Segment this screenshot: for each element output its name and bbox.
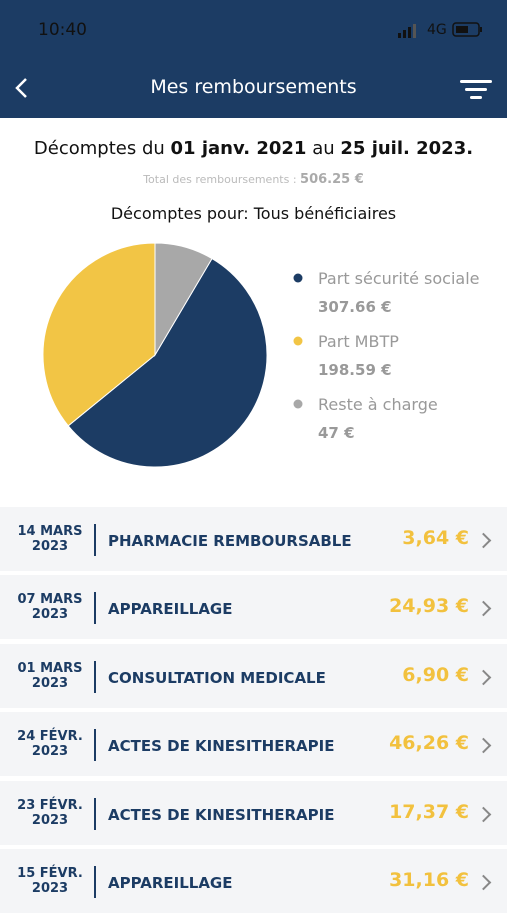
- date: 25 juil. 2023.: [340, 138, 474, 159]
- separator: [94, 592, 96, 625]
- day: 01 MARS: [17, 660, 83, 676]
- list-row[interactable]: 15 FÉVR. 2023 APPAREILLAGE 31,16 €: [0, 849, 507, 913]
- day: 14 MARS: [17, 524, 83, 539]
- list-row[interactable]: 14 MARS 2023 PHARMACIE REMBOURSABLE 3,64 €: [0, 507, 507, 571]
- period: Décomptes du 01 janv. 2021 au 25 juil. 2…: [0, 138, 507, 159]
- label: APPAREILLAGE: [108, 600, 233, 619]
- amount: 17,37 €: [389, 800, 469, 823]
- chevron: [475, 601, 492, 617]
- total-label: Total des remboursements :: [143, 173, 297, 186]
- legend-label: Part sécurité sociale: [318, 269, 479, 288]
- year: 2023: [31, 607, 69, 623]
- legend-value: 198.59 €: [318, 361, 392, 379]
- amount: 31,16 €: [389, 869, 469, 891]
- network: 4G: [427, 22, 447, 38]
- chevron: [475, 532, 492, 549]
- beneficiaries: Décomptes pour: Tous bénéficiaires: [110, 204, 397, 223]
- day: 23 FÉVR.: [17, 797, 83, 813]
- date: 01 MARS 2023: [10, 661, 90, 691]
- list-row[interactable]: 23 FÉVR. 2023 ACTES DE KINESITHERAPIE 17,37…: [0, 780, 507, 845]
- chevron: [475, 669, 492, 686]
- label: ACTES DE KINESITHERAPIE: [108, 737, 335, 756]
- legend-value: 47 €: [318, 424, 355, 442]
- day: 15 FÉVR.: [17, 866, 83, 881]
- signal-icon: [398, 24, 416, 38]
- year: 2023: [31, 539, 69, 554]
- text: au: [312, 138, 335, 159]
- pie-chart: Part sécurité sociale 307.66 € Part MBTP 19…: [42, 242, 479, 468]
- date: 23 FÉVR. 2023: [10, 798, 90, 828]
- legend-dot: [293, 273, 303, 283]
- legend-value: 307.66 €: [318, 298, 392, 316]
- back-button[interactable]: [12, 76, 34, 100]
- date: 01 janv. 2021: [170, 138, 307, 159]
- list-row[interactable]: 24 FÉVR. 2023 ACTES DE KINESITHERAPIE 46,26…: [0, 712, 507, 777]
- label: ACTES DE KINESITHERAPIE: [108, 805, 335, 824]
- day: 24 FÉVR.: [17, 729, 83, 745]
- filter-button[interactable]: [458, 78, 494, 102]
- separator: [94, 797, 96, 830]
- label: CONSULTATION MEDICALE: [108, 668, 326, 687]
- pie-slice: [42, 242, 156, 427]
- list-row[interactable]: 01 MARS 2023 CONSULTATION MEDICALE 6,90 €: [0, 643, 507, 708]
- separator: [94, 866, 96, 898]
- year: 2023: [31, 812, 69, 828]
- amount: 24,93 €: [389, 595, 469, 618]
- date: 14 MARS 2023: [10, 524, 90, 554]
- year: 2023: [31, 675, 69, 691]
- separator: [94, 660, 96, 693]
- text: Décomptes du: [33, 138, 165, 159]
- list-row[interactable]: 07 MARS 2023 APPAREILLAGE 24,93 €: [0, 575, 507, 640]
- separator: [94, 729, 96, 762]
- header: 10:40 4G Mes remboursements: [0, 0, 507, 118]
- pie-slice: [67, 257, 268, 468]
- header-title: Mes remboursements: [150, 76, 357, 98]
- legend-dot: [293, 336, 303, 346]
- date: 07 MARS 2023: [10, 592, 90, 622]
- battery-icon: [452, 22, 482, 37]
- amount: 46,26 €: [389, 732, 469, 755]
- year: 2023: [31, 744, 69, 760]
- chevron: [475, 806, 492, 822]
- year: 2023: [31, 881, 69, 896]
- total: Total des remboursements : 506.25 €: [0, 172, 507, 187]
- separator: [94, 524, 96, 556]
- amount: 3,64 €: [402, 527, 469, 549]
- chevron: [475, 737, 492, 754]
- day: 07 MARS: [17, 592, 83, 608]
- pie-slice: [154, 242, 213, 357]
- legend-dot: [293, 399, 303, 409]
- label: PHARMACIE REMBOURSABLE: [108, 532, 352, 550]
- label: APPAREILLAGE: [108, 874, 233, 892]
- amount: 6,90 €: [402, 663, 469, 686]
- legend-label: Part MBTP: [318, 332, 399, 351]
- date: 15 FÉVR. 2023: [10, 866, 90, 896]
- chevron: [475, 874, 492, 891]
- legend-label: Reste à charge: [318, 395, 438, 414]
- time: 10:40: [38, 20, 87, 40]
- date: 24 FÉVR. 2023: [10, 729, 90, 759]
- total-value: 506.25 €: [300, 172, 364, 187]
